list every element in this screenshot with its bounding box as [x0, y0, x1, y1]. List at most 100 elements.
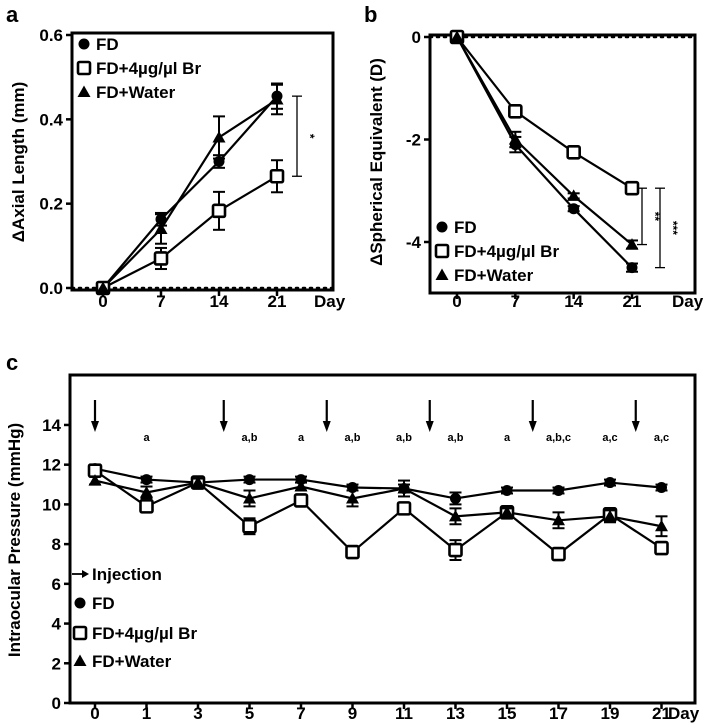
panel-label-b: b [364, 2, 377, 27]
plot-frame [68, 373, 697, 705]
series-2 [456, 36, 633, 246]
data-point [294, 480, 308, 492]
plot-frame [70, 31, 335, 292]
data-point [567, 189, 581, 201]
significance-annotation: a,b [448, 432, 464, 444]
injection-legend-arrowhead-icon [82, 570, 89, 578]
injection-arrowhead-icon [91, 421, 99, 432]
data-point [552, 513, 565, 526]
significance-annotation: a,c [654, 432, 669, 444]
injection-arrowhead-icon [219, 421, 228, 432]
x-tick-label: 15 [498, 704, 517, 723]
y-tick-label: -4 [406, 233, 422, 252]
legend-marker [434, 243, 450, 259]
data-point [346, 491, 359, 504]
data-point [345, 544, 360, 560]
plot-frame [428, 33, 697, 295]
y-axis-label: ΔSpherical Equivalent (D) [367, 58, 386, 266]
legend-marker [73, 654, 87, 666]
data-point [397, 482, 411, 494]
data-point [450, 30, 464, 42]
data-point [624, 180, 640, 196]
data-point [655, 519, 668, 532]
y-axis-label: Intraocular Pressure (mmHg) [5, 423, 24, 657]
injection-arrowhead-icon [322, 421, 331, 432]
series-line [102, 98, 278, 289]
legend-label: FD+4µg/µl Br [454, 242, 559, 261]
injection-arrowhead-icon [631, 421, 640, 432]
x-tick-label: 0 [98, 292, 107, 311]
legend-label: FD [454, 218, 477, 237]
series-line [102, 175, 278, 289]
significance-label: *** [666, 221, 680, 235]
data-point [501, 484, 513, 496]
legend-label: FD [96, 35, 119, 54]
y-tick-label: 0 [412, 28, 421, 47]
legend-label: FD+4µg/µl Br [92, 624, 197, 643]
y-tick-label: 0.0 [39, 279, 63, 298]
data-point [448, 542, 463, 558]
series-line [94, 467, 662, 500]
data-point [450, 492, 461, 504]
legend-label: FD+Water [96, 83, 176, 102]
data-point [244, 474, 255, 486]
data-point [88, 474, 102, 486]
series-markers-1 [95, 159, 285, 296]
x-tick-label: 17 [549, 704, 568, 723]
series-line [102, 95, 278, 289]
y-tick-label: 0 [52, 694, 61, 713]
legend-marker [74, 597, 86, 609]
data-point [153, 251, 169, 266]
x-tick-label: 14 [210, 292, 229, 311]
injection-arrowhead-icon [425, 421, 434, 432]
legend-marker [436, 221, 448, 233]
x-tick-label: 7 [296, 704, 305, 723]
series-line [456, 36, 633, 190]
data-point [242, 518, 257, 534]
y-axis-label: ΔAxial Length (mm) [9, 82, 28, 243]
x-tick-label: 13 [446, 704, 465, 723]
x-tick-label: 3 [193, 704, 202, 723]
data-point [154, 222, 168, 234]
series-line [456, 36, 633, 246]
data-point [568, 203, 580, 215]
data-point [141, 474, 152, 486]
data-point [508, 133, 522, 145]
series-0 [102, 95, 278, 289]
series-markers-0 [89, 463, 668, 506]
y-tick-label: 14 [42, 416, 61, 435]
legend-marker [76, 60, 92, 76]
series-line [94, 469, 663, 556]
series-line [94, 479, 662, 528]
x-tick-label: 21 [652, 704, 671, 723]
x-axis-label: Day [672, 292, 704, 311]
legend-label: FD+Water [92, 652, 172, 671]
significance-label: * [303, 134, 317, 139]
significance-annotation: a,c [602, 432, 617, 444]
injection-arrowhead-icon [528, 421, 537, 432]
series-markers-2 [88, 474, 668, 538]
x-tick-label: 1 [142, 704, 151, 723]
data-point [604, 477, 616, 489]
significance-annotation: a [143, 432, 150, 444]
legend-marker [78, 38, 90, 50]
data-point [656, 482, 667, 494]
y-tick-label: 12 [42, 456, 61, 475]
y-tick-label: 0.4 [39, 110, 63, 129]
legend-marker [77, 85, 91, 97]
data-point [500, 505, 514, 518]
data-point [96, 281, 110, 293]
y-tick-label: 4 [52, 615, 62, 634]
x-tick-label: 11 [395, 704, 413, 723]
x-tick-label: 14 [564, 292, 583, 311]
data-point [270, 93, 284, 105]
series-markers-1 [449, 29, 640, 196]
data-point [396, 501, 412, 516]
significance-annotation: a,b [396, 432, 412, 444]
y-tick-label: 2 [52, 654, 61, 673]
data-point [551, 546, 566, 562]
y-tick-label: 0.6 [39, 26, 63, 45]
y-tick-label: 10 [42, 495, 61, 514]
legend-label-injection: Injection [92, 565, 162, 584]
